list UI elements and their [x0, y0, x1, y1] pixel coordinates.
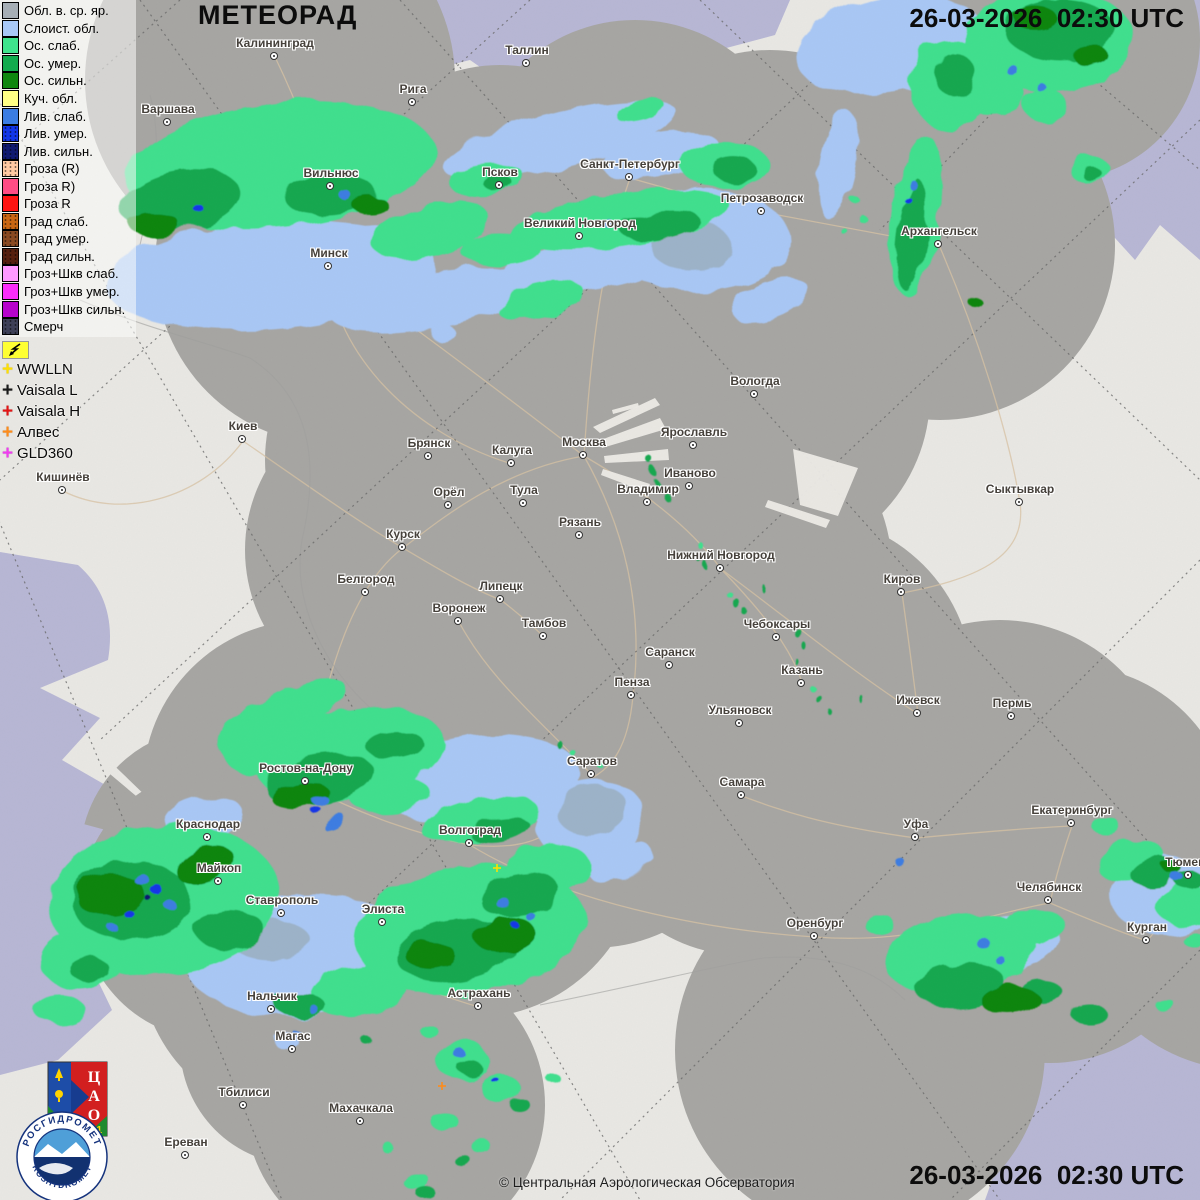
legend-label: Гроз+Шкв сильн.: [24, 301, 126, 317]
legend-row: Гроз+Шкв слаб.: [2, 265, 136, 283]
legend-row: Гроз+Шкв умер.: [2, 283, 136, 301]
legend-label: Гроз+Шкв умер.: [24, 284, 120, 300]
legend-row: Ос. сильн.: [2, 72, 136, 90]
legend-row: Гроза R): [2, 177, 136, 195]
source-label: Алвес: [17, 424, 60, 441]
logos-block: ЦАО 1941 РОСГИДРОМЕТ ROSHYDROMET: [16, 1061, 108, 1200]
source-row: + Алвес: [2, 422, 80, 443]
source-label: GLD360: [17, 445, 73, 462]
source-row: + GLD360: [2, 443, 80, 464]
legend-swatch: [2, 19, 19, 37]
legend-swatch: [2, 54, 19, 72]
legend-label: Ос. умер.: [24, 55, 82, 71]
legend-swatch: [2, 283, 19, 301]
lightning-sources-panel: + WWLLN + Vaisala L + Vaisala H + Алвес + GLD360: [2, 341, 80, 464]
legend-label: Град слаб.: [24, 213, 89, 229]
legend-label: Лив. умер.: [24, 126, 88, 142]
legend-row: Град слаб.: [2, 212, 136, 231]
legend-swatch: [2, 300, 19, 318]
source-label: Vaisala H: [17, 403, 81, 420]
legend-swatch: [2, 90, 19, 107]
legend-label: Лив. сильн.: [24, 143, 93, 159]
legend-swatch: [2, 318, 19, 336]
legend-label: Гроза R): [24, 178, 76, 194]
legend-row: Град сильн.: [2, 247, 136, 266]
legend-swatch: [2, 107, 19, 125]
legend-swatch: [2, 160, 19, 178]
legend-swatch: [2, 142, 19, 160]
cross-marker-icon: +: [2, 442, 14, 464]
legend-row: Смерч: [2, 318, 136, 336]
legend-row: Куч. обл.: [2, 90, 136, 108]
legend-swatch: [2, 177, 19, 195]
legend-row: Ос. умер.: [2, 54, 136, 73]
cross-marker-icon: +: [2, 400, 14, 422]
legend-swatch: [2, 247, 19, 265]
page-title: МЕТЕОРАД: [198, 0, 358, 30]
legend-swatch: [2, 72, 19, 90]
cross-marker-icon: +: [2, 358, 14, 380]
legend-swatch: [2, 212, 19, 230]
legend-label: Гроза (R): [24, 161, 80, 177]
legend-label: Обл. в. ср. яр.: [24, 3, 109, 19]
legend-label: Ос. сильн.: [24, 73, 87, 89]
source-row: + WWLLN: [2, 359, 80, 380]
legend-label: Гроз+Шкв слаб.: [24, 266, 119, 282]
legend-row: Лив. сильн.: [2, 142, 136, 160]
legend-label: Град умер.: [24, 231, 90, 247]
legend-swatch: [2, 2, 19, 20]
cross-marker-icon: +: [2, 421, 14, 443]
legend-swatch: [2, 125, 19, 143]
legend-label: Ос. слаб.: [24, 38, 81, 54]
legend-label: Лив. слаб.: [24, 108, 87, 124]
legend-swatch: [2, 230, 19, 248]
source-label: Vaisala L: [17, 382, 78, 399]
roshydromet-logo: РОСГИДРОМЕТ ROSHYDROMET: [16, 1111, 108, 1200]
legend-row: Обл. в. ср. яр.: [2, 2, 136, 20]
lightning-bolt-icon: [9, 343, 21, 356]
balloon-icon: [55, 1090, 63, 1098]
timestamp-top: 26-03-2026 02:30 UTC: [909, 3, 1184, 33]
legend-label: Куч. обл.: [24, 91, 78, 106]
attribution: © Центральная Аэрологическая Обсерватори…: [499, 1175, 795, 1190]
legend-row: Гроз+Шкв сильн.: [2, 300, 136, 318]
legend-row: Слоист. обл.: [2, 19, 136, 38]
legend-swatch: [2, 195, 19, 213]
source-label: WWLLN: [17, 361, 73, 378]
lightning-symbol-box: [2, 341, 29, 359]
legend-row: Гроза (R): [2, 160, 136, 178]
legend-row: Лив. слаб.: [2, 107, 136, 125]
legend-swatch: [2, 265, 19, 283]
source-row: + Vaisala H: [2, 401, 80, 422]
tree-icon: [55, 1068, 63, 1078]
legend-row: Гроза R: [2, 195, 136, 213]
legend-row: Ос. слаб.: [2, 37, 136, 55]
source-row: + Vaisala L: [2, 380, 80, 401]
legend-label: Слоист. обл.: [24, 20, 100, 36]
timestamp-bottom: 26-03-2026 02:30 UTC: [909, 1160, 1184, 1190]
legend-panel: Обл. в. ср. яр. Слоист. обл. Ос. слаб. Ос. …: [0, 0, 136, 338]
legend-row: Град умер.: [2, 230, 136, 248]
legend-label: Град сильн.: [24, 248, 95, 264]
legend-label: Смерч: [24, 319, 64, 335]
legend-swatch: [2, 37, 19, 55]
cross-marker-icon: +: [2, 379, 14, 401]
legend-row: Лив. умер.: [2, 125, 136, 143]
legend-label: Гроза R: [24, 196, 71, 212]
